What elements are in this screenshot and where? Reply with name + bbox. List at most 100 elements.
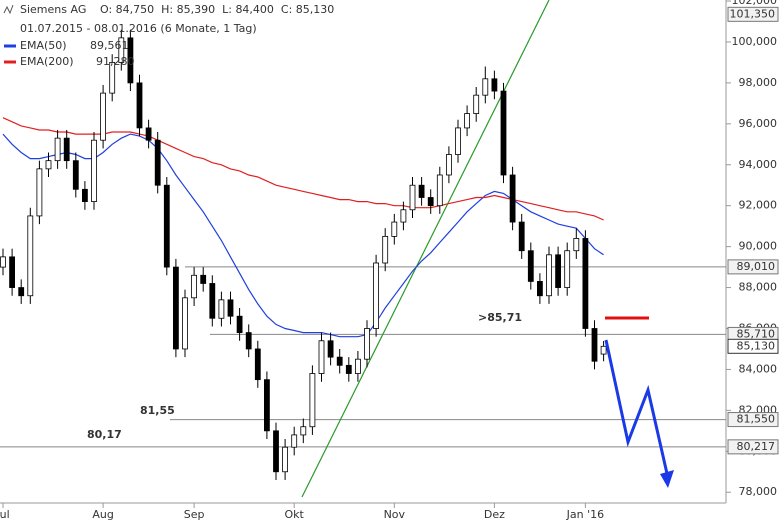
legend: Siemens AG O: 84,750 H: 85,390 L: 84,400… [3, 3, 334, 68]
grid [0, 0, 731, 508]
candle-body [591, 328, 598, 362]
candle-body [473, 94, 480, 114]
candle-body [27, 215, 34, 297]
candle-body [191, 274, 198, 299]
candle-body [555, 254, 561, 288]
candle-body [354, 358, 361, 374]
candle-body [527, 250, 534, 282]
candle-body [282, 446, 289, 473]
annotation: >85,71 [478, 311, 522, 324]
level-box [727, 412, 779, 428]
x-tick-label: Dez [484, 508, 505, 521]
marks [0, 29, 607, 480]
level-box [727, 259, 779, 275]
annotation: 80,17 [87, 428, 122, 441]
level-label: 101,350 [730, 7, 776, 20]
arrow-head [660, 470, 674, 488]
x-tick-label: Aug [92, 508, 113, 521]
candle-body [300, 426, 307, 436]
candle-body [136, 82, 143, 129]
x-tick-label: Jul [0, 508, 10, 521]
candle-body [18, 287, 25, 297]
candle-body [118, 37, 125, 63]
candle-body [145, 127, 152, 141]
candle-body [254, 348, 261, 381]
legend-entry: EMA(50) [20, 39, 67, 52]
x-tick-label: Okt [285, 508, 305, 521]
candle-body [82, 188, 88, 202]
level-label: 89,010 [737, 260, 776, 273]
candle-body [318, 340, 325, 374]
candle-body [364, 328, 370, 360]
candle-body [482, 78, 489, 96]
candle-body [236, 315, 243, 333]
candle-body [100, 92, 106, 141]
legend-entry: EMA(200) [20, 55, 74, 68]
x-tick-label: Jan '16 [566, 508, 604, 521]
legend-ohlc: O: 84,750 H: 85,390 L: 84,400 C: 85,130 [100, 3, 334, 16]
x-tick-label: Nov [384, 508, 406, 521]
candle-body [400, 209, 407, 223]
candle-body [91, 139, 97, 202]
candle-body [518, 221, 525, 252]
candle-body [263, 379, 270, 432]
level-label: 81,550 [737, 413, 776, 426]
candle-body [0, 256, 6, 268]
candle-body [200, 274, 207, 284]
legend-value: 91,280 [96, 55, 135, 68]
candle-body [182, 297, 188, 350]
annotation: 81,55 [140, 404, 175, 417]
candle-body [391, 221, 398, 237]
candle-body [564, 250, 571, 288]
y-tick-label: 90,000 [739, 240, 778, 253]
candle-body [582, 238, 589, 329]
candle-body [127, 37, 134, 84]
forecast-arrow [604, 339, 670, 479]
candle-body [336, 356, 343, 366]
candle-body [163, 184, 170, 268]
y-tick-label: 88,000 [739, 281, 778, 294]
candle-body [491, 78, 498, 92]
y-tick-label: 100,000 [732, 35, 778, 48]
candle-body [227, 299, 234, 317]
candle-body [573, 238, 580, 252]
candle-body [54, 137, 61, 162]
candle-body [445, 154, 452, 176]
candle-body [9, 256, 16, 288]
legend-period: 01.07.2015 - 08.01.2016 (6 Monate, 1 Tag… [20, 22, 257, 35]
y-tick-label: 102,000 [732, 0, 778, 7]
candle-body [546, 254, 552, 297]
level-label: 80,217 [737, 440, 776, 453]
y-tick-label: 94,000 [739, 158, 778, 171]
candle-body [600, 345, 607, 355]
candle-body [373, 262, 380, 329]
candle-body [291, 434, 298, 448]
candle-body [218, 299, 225, 319]
candle-body [382, 235, 389, 264]
legend-value: 89,561 [90, 39, 129, 52]
legend-title: Siemens AG [20, 3, 86, 16]
candle-body [245, 332, 252, 350]
candle-body [109, 62, 116, 94]
candle-body [455, 127, 461, 155]
candle-body [500, 90, 507, 176]
y-tick-label: 96,000 [739, 117, 778, 130]
candle-body [63, 137, 70, 162]
candle-body [327, 340, 334, 358]
last-price-box [727, 338, 779, 354]
ema-line [2, 133, 604, 338]
candle-body [509, 174, 516, 223]
candle-body [309, 373, 316, 428]
level-box [727, 439, 779, 455]
candle-body [154, 139, 161, 186]
legend-icon [3, 4, 14, 15]
level-label: 85,710 [737, 327, 776, 340]
level-box [727, 6, 779, 22]
candle-body [172, 266, 179, 350]
candle-body [418, 184, 425, 198]
candle-body [209, 283, 216, 319]
candle-body [36, 168, 43, 217]
candle-body [72, 160, 79, 190]
candle-body [436, 174, 443, 207]
